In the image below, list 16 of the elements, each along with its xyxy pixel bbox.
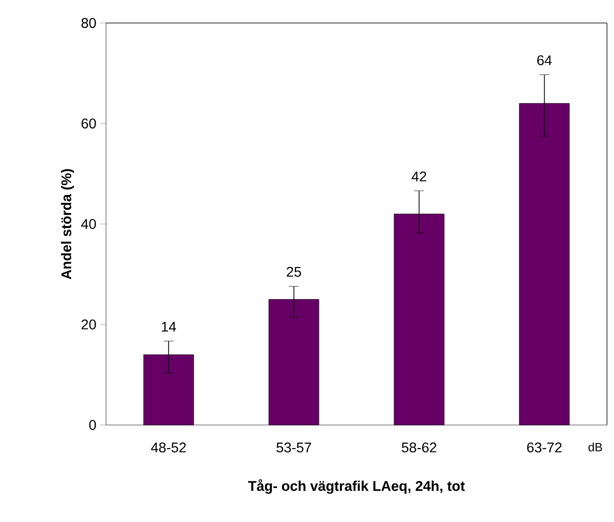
data-label: 64 — [537, 55, 552, 66]
x-axis-title: Tåg- och vägtrafik LAeq, 24h, tot — [248, 479, 465, 494]
y-tick-label: 0 — [89, 420, 96, 430]
x-tick-label: 58-62 — [402, 442, 436, 452]
data-label: 25 — [286, 266, 302, 277]
y-tick-label: 80 — [82, 18, 96, 28]
y-tick-label: 60 — [82, 118, 96, 128]
y-axis-title: Andel störda (%) — [60, 169, 74, 280]
y-tick-label: 20 — [82, 320, 96, 330]
x-tick-label: 53-57 — [276, 442, 312, 452]
y-tick-label: 40 — [81, 219, 96, 229]
text: dB — [588, 442, 602, 452]
x-tick-label: 63-72 — [527, 442, 562, 452]
data-label: 42 — [412, 172, 426, 182]
data-label: 14 — [162, 322, 176, 332]
x-tick-label: 48-52 — [151, 442, 186, 452]
